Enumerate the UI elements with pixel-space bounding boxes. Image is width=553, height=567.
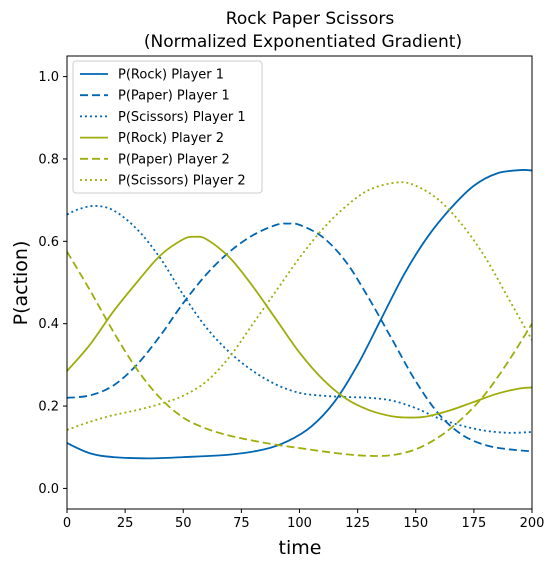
x-tick-label: 125	[345, 516, 370, 531]
y-tick-label: 1.0	[38, 70, 59, 85]
y-axis-ticks: 0.0 0.2 0.4 0.6 0.8 1.0	[38, 70, 67, 497]
x-axis-ticks: 0 25 50 75 100 125 150 175 200	[63, 509, 545, 531]
series-line-1	[66, 169, 533, 460]
chart-subtitle: (Normalized Exponentiated Gradient)	[144, 32, 462, 52]
x-tick-label: 150	[403, 516, 428, 531]
series-line-4	[66, 235, 533, 419]
legend-label-3: P(Scissors) Player 1	[118, 110, 246, 125]
legend-label-2: P(Paper) Player 1	[118, 89, 230, 104]
series-line-3	[66, 204, 533, 434]
x-tick-label: 200	[520, 516, 545, 531]
x-tick-label: 175	[461, 516, 486, 531]
series-layer	[66, 169, 533, 460]
x-tick-label: 25	[117, 516, 134, 531]
legend-box	[72, 60, 263, 194]
y-tick-label: 0.4	[38, 317, 59, 332]
legend-label-6: P(Scissors) Player 2	[118, 174, 246, 189]
series-line-6	[66, 181, 533, 431]
legend-label-5: P(Paper) Player 2	[118, 152, 230, 167]
y-tick-label: 0.6	[38, 235, 59, 250]
chart-title: Rock Paper Scissors	[226, 9, 395, 29]
x-tick-label: 75	[233, 516, 250, 531]
y-axis-label: P(action)	[10, 241, 32, 326]
series-line-5	[66, 251, 533, 457]
y-tick-label: 0.8	[38, 152, 59, 167]
x-tick-label: 0	[63, 516, 71, 531]
x-tick-label: 100	[287, 516, 312, 531]
series-line-2	[66, 222, 533, 453]
legend-label-1: P(Rock) Player 1	[118, 68, 224, 83]
x-tick-label: 50	[175, 516, 192, 531]
x-axis-label: time	[279, 537, 322, 559]
legend-label-4: P(Rock) Player 2	[118, 131, 224, 146]
legend: P(Rock) Player 1 P(Paper) Player 1 P(Sciss…	[72, 60, 263, 194]
y-tick-label: 0.0	[38, 482, 59, 497]
y-tick-label: 0.2	[38, 400, 59, 415]
